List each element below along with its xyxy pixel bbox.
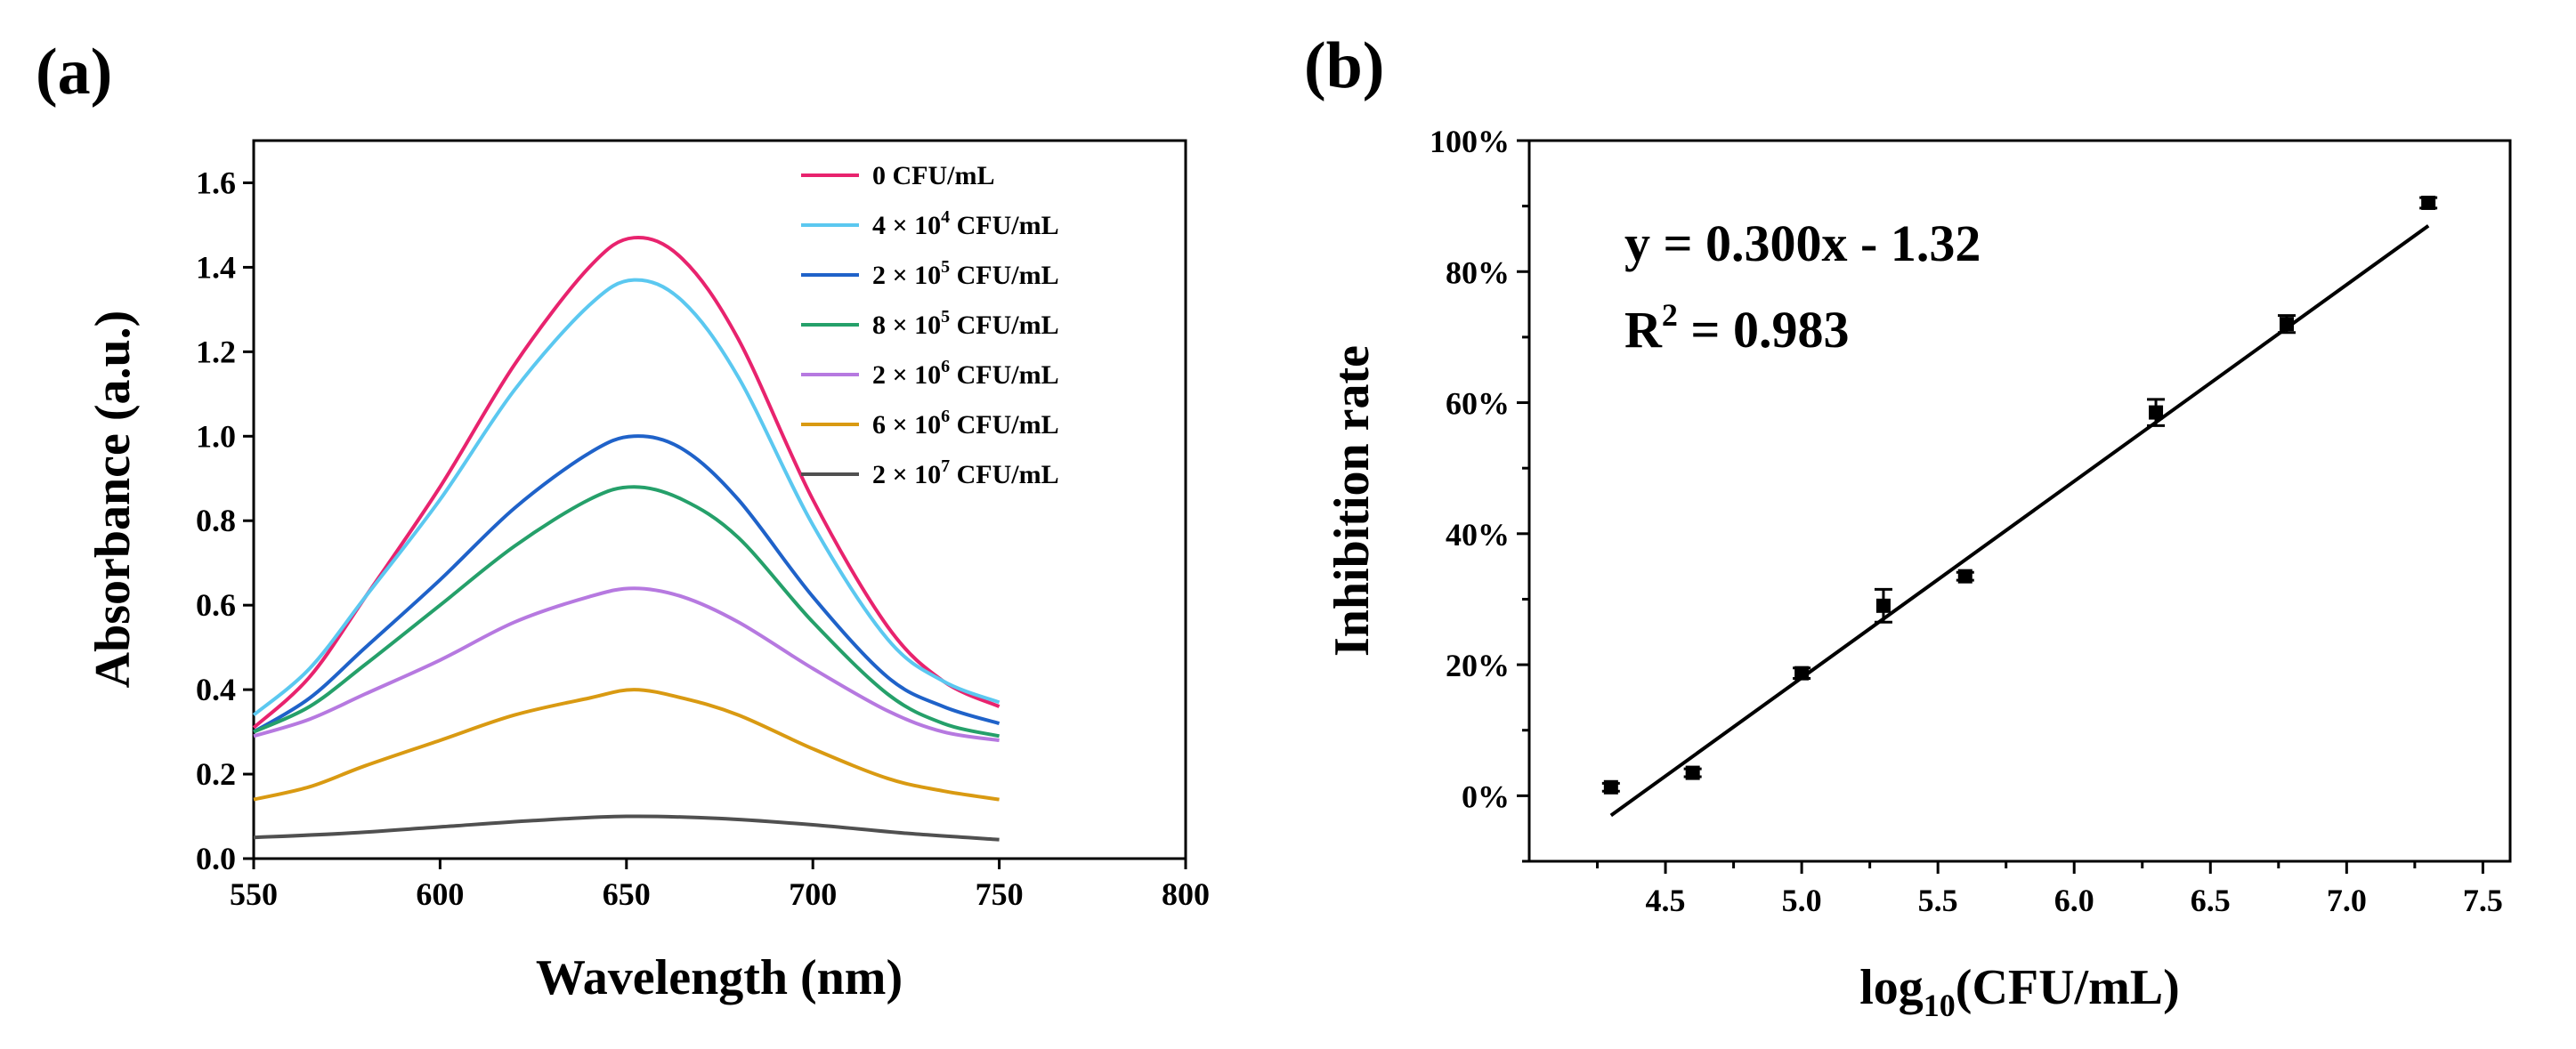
legend-label-3: 8 × 105 CFU/mL bbox=[872, 307, 1059, 340]
series-line-3 bbox=[253, 485, 1000, 738]
legend-label-2: 2 × 105 CFU/mL bbox=[872, 257, 1059, 290]
plot-a-frame bbox=[252, 139, 1187, 860]
fit-equation: y = 0.300x - 1.32 bbox=[1624, 214, 1981, 272]
y-tick-label-a: 1.4 bbox=[196, 249, 236, 285]
y-tick-label-b: 60% bbox=[1446, 386, 1510, 422]
plot-b-frame bbox=[1527, 139, 2512, 863]
y-tick-label-a: 1.6 bbox=[196, 165, 236, 200]
y-tick-label-a: 0.4 bbox=[196, 672, 236, 707]
panel-a-label: (a) bbox=[36, 36, 112, 109]
x-tick-label-b: 7.5 bbox=[2463, 883, 2503, 918]
data-point bbox=[1875, 598, 1891, 613]
legend-a: 0 CFU/mL 4 × 104 CFU/mL 2 × 105 CFU/mL 8 × … bbox=[801, 161, 1059, 489]
y-tick-label-a: 0.8 bbox=[196, 503, 236, 538]
x-tick-label-a: 600 bbox=[416, 876, 464, 912]
y-tick-label-b: 0% bbox=[1462, 779, 1510, 814]
x-tick-label-a: 750 bbox=[976, 876, 1024, 912]
y-tick-label-b: 100% bbox=[1430, 124, 1510, 159]
data-point bbox=[2421, 195, 2436, 210]
y-tick-label-a: 0.6 bbox=[196, 587, 236, 623]
data-point bbox=[2149, 405, 2164, 420]
x-tick-label-b: 5.0 bbox=[1782, 883, 1822, 918]
x-axis-title-a: Wavelength (nm) bbox=[536, 950, 903, 1005]
legend-label-6: 2 × 107 CFU/mL bbox=[872, 456, 1059, 489]
x-tick-label-b: 6.5 bbox=[2191, 883, 2231, 918]
y-tick-label-a: 0.0 bbox=[196, 841, 236, 876]
legend-label-4: 2 × 106 CFU/mL bbox=[872, 357, 1059, 390]
series-line-1 bbox=[252, 278, 1000, 717]
y-axis-title-a: Absorbance (a.u.) bbox=[85, 311, 141, 689]
r-squared: R2 = 0.983 bbox=[1624, 297, 1849, 359]
x-tick-label-b: 5.5 bbox=[1918, 883, 1958, 918]
data-point bbox=[2279, 317, 2294, 332]
x-tick-label-a: 700 bbox=[789, 876, 837, 912]
y-tick-label-a: 1.2 bbox=[196, 334, 236, 369]
x-tick-label-b: 7.0 bbox=[2327, 883, 2367, 918]
x-axis-title-b: log10(CFU/mL) bbox=[1859, 960, 2180, 1023]
y-tick-label-b: 20% bbox=[1446, 648, 1510, 683]
y-axis-title-b: Inhibition rate bbox=[1324, 345, 1380, 657]
y-tick-label-b: 40% bbox=[1446, 517, 1510, 553]
panel-b-label: (b) bbox=[1304, 29, 1384, 102]
y-tick-label-a: 0.2 bbox=[196, 756, 236, 792]
x-tick-label-a: 550 bbox=[230, 876, 278, 912]
x-tick-label-b: 4.5 bbox=[1646, 883, 1686, 918]
calibration-plot: 0% 20% 40% 60% 80% 100% 4.5 5.0 5.5 6.0 6.5 7.0 7.5… bbox=[1324, 124, 2512, 1023]
data-point bbox=[1794, 666, 1810, 681]
data-point bbox=[1685, 765, 1700, 780]
legend-label-5: 6 × 106 CFU/mL bbox=[872, 407, 1059, 440]
series-line-4 bbox=[253, 586, 1000, 743]
x-tick-label-b: 6.0 bbox=[2054, 883, 2094, 918]
spectra-plot: 0.0 0.2 0.4 0.6 0.8 1.0 1.2 1.4 1.6 550 600 650 700… bbox=[85, 139, 1210, 1005]
series-line-2 bbox=[252, 434, 1000, 734]
y-tick-label-b: 80% bbox=[1446, 254, 1510, 290]
y-tick-label-a: 1.0 bbox=[196, 418, 236, 454]
legend-label-0: 0 CFU/mL bbox=[872, 161, 995, 190]
legend-label-1: 4 × 104 CFU/mL bbox=[872, 207, 1059, 240]
data-point bbox=[1603, 779, 1618, 795]
x-tick-label-a: 800 bbox=[1162, 876, 1210, 912]
x-tick-label-a: 650 bbox=[603, 876, 651, 912]
data-point bbox=[1957, 569, 1973, 584]
series-line-5 bbox=[253, 688, 1000, 802]
series-line-6 bbox=[253, 814, 1000, 842]
